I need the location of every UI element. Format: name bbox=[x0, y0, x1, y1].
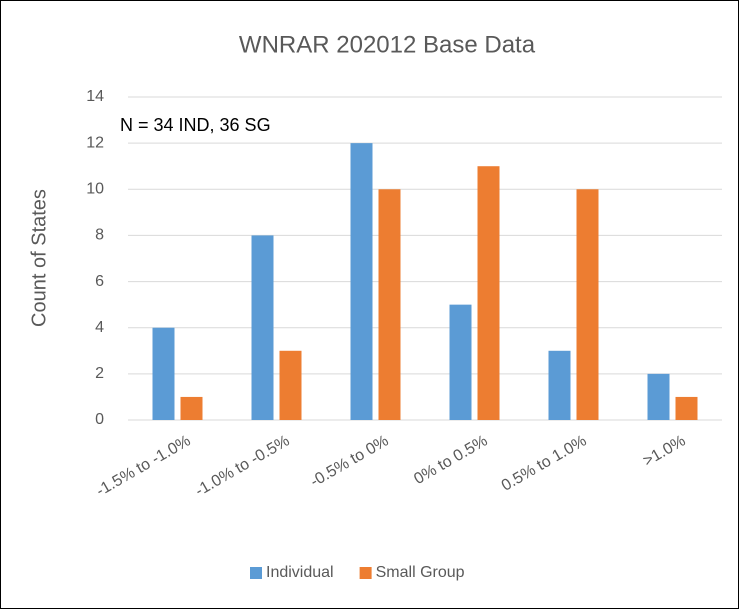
y-axis-label: Count of States bbox=[28, 189, 50, 327]
y-tick-label: 10 bbox=[86, 181, 104, 198]
legend-swatch bbox=[250, 567, 262, 579]
legend-swatch bbox=[359, 567, 372, 579]
bar bbox=[548, 350, 571, 420]
y-tick-label: 6 bbox=[95, 273, 104, 290]
bar bbox=[251, 235, 274, 420]
bar bbox=[477, 166, 500, 420]
bar bbox=[152, 327, 175, 420]
bar bbox=[279, 350, 302, 420]
chart-title: WNRAR 202012 Base Data bbox=[239, 31, 536, 58]
y-tick-label: 2 bbox=[95, 365, 104, 382]
legend-label: Small Group bbox=[376, 564, 465, 581]
bar bbox=[350, 143, 373, 420]
annotation: N = 34 IND, 36 SG bbox=[120, 115, 271, 135]
bar bbox=[576, 189, 599, 420]
bar bbox=[449, 304, 472, 420]
y-tick-label: 0 bbox=[95, 411, 104, 428]
bar bbox=[180, 396, 203, 420]
y-tick-label: 12 bbox=[86, 134, 104, 151]
bar bbox=[378, 189, 401, 420]
bar bbox=[647, 373, 670, 420]
bar bbox=[675, 396, 698, 420]
y-tick-label: 8 bbox=[95, 227, 104, 244]
legend-label: Individual bbox=[266, 564, 334, 581]
y-tick-label: 14 bbox=[86, 88, 104, 105]
y-tick-label: 4 bbox=[95, 319, 104, 336]
